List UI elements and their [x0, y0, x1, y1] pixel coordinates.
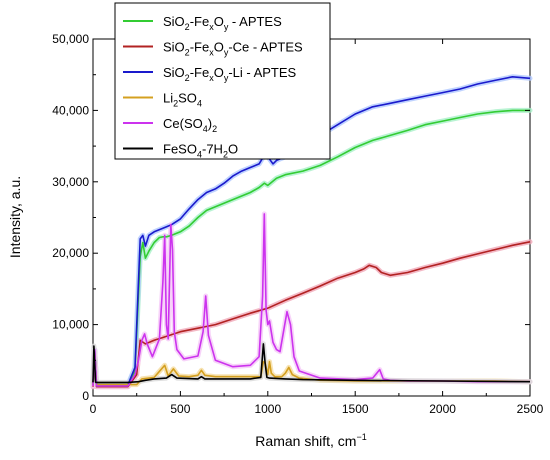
series-line-3 [92, 76, 531, 386]
x-tick-label: 1000 [254, 402, 281, 416]
y-tick-label: 0 [82, 389, 89, 403]
x-tick-label: 1500 [342, 402, 369, 416]
x-tick-label: 2500 [517, 402, 544, 416]
series-line-6 [92, 343, 531, 384]
x-tick-label: 500 [170, 402, 190, 416]
x-axis-title: Raman shift, cm−1 [255, 432, 366, 449]
legend-label-5: Ce(SO4)2 [163, 116, 217, 134]
legend: SiO2-FexOy - APTES SiO2-FexOy-Ce - APTES S… [114, 2, 331, 160]
y-tick-label: 40,000 [52, 103, 89, 117]
y-axis-title: Intensity, a.u. [7, 176, 23, 258]
y-tick-label: 20,000 [52, 246, 89, 260]
legend-box [114, 2, 331, 160]
x-tick-label: 0 [90, 402, 97, 416]
legend-label-2: SiO2-FexOy-Ce - APTES [163, 40, 303, 58]
series-line-1 [92, 109, 530, 386]
x-tick-label: 2000 [429, 402, 456, 416]
legend-label-1: SiO2-FexOy - APTES [163, 14, 282, 32]
legend-label-6: FeSO4-7H2O [163, 142, 238, 160]
y-tick-label: 50,000 [52, 32, 89, 46]
x-axis-title-text: Raman shift, cm [255, 433, 356, 449]
series-layer [92, 76, 531, 388]
x-axis-title-superscript: −1 [356, 432, 366, 442]
series-line-5 [92, 213, 530, 387]
legend-label-4: Li2SO4 [163, 91, 202, 109]
y-tick-label: 30,000 [52, 175, 89, 189]
legend-label-3: SiO2-FexOy-Li - APTES [163, 65, 297, 83]
y-tick-label: 10,000 [52, 318, 89, 332]
